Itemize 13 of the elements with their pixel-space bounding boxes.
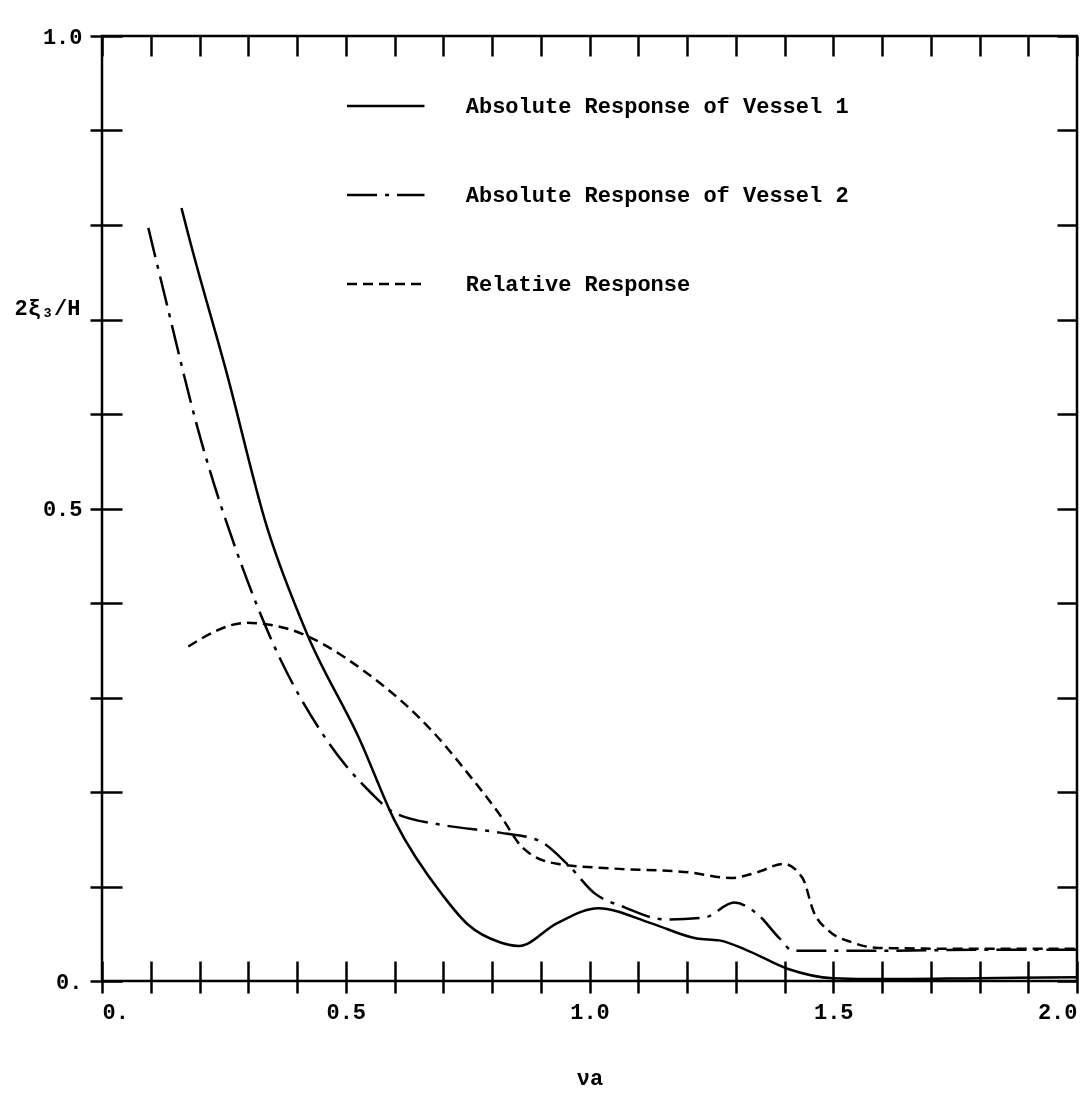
y-axis-title: 2ξ₃/H [14, 297, 81, 322]
x-tick-label: 0. [102, 1000, 129, 1026]
legend-label: Absolute Response of Vessel 2 [465, 184, 849, 209]
y-tick-label: 0.5 [42, 498, 83, 523]
x-tick-label: 0.5 [326, 1000, 367, 1026]
x-tick-label: 1.0 [570, 1000, 610, 1026]
x-tick-label: 1.5 [813, 1000, 854, 1026]
legend-label: Absolute Response of Vessel 1 [465, 95, 849, 120]
y-tick-label: 0. [56, 970, 83, 996]
x-tick-label: 2.0 [1037, 1000, 1078, 1026]
x-axis-title: νa [576, 1066, 604, 1092]
legend-label: Relative Response [465, 273, 691, 298]
y-tick-label: 1.0 [42, 25, 83, 51]
